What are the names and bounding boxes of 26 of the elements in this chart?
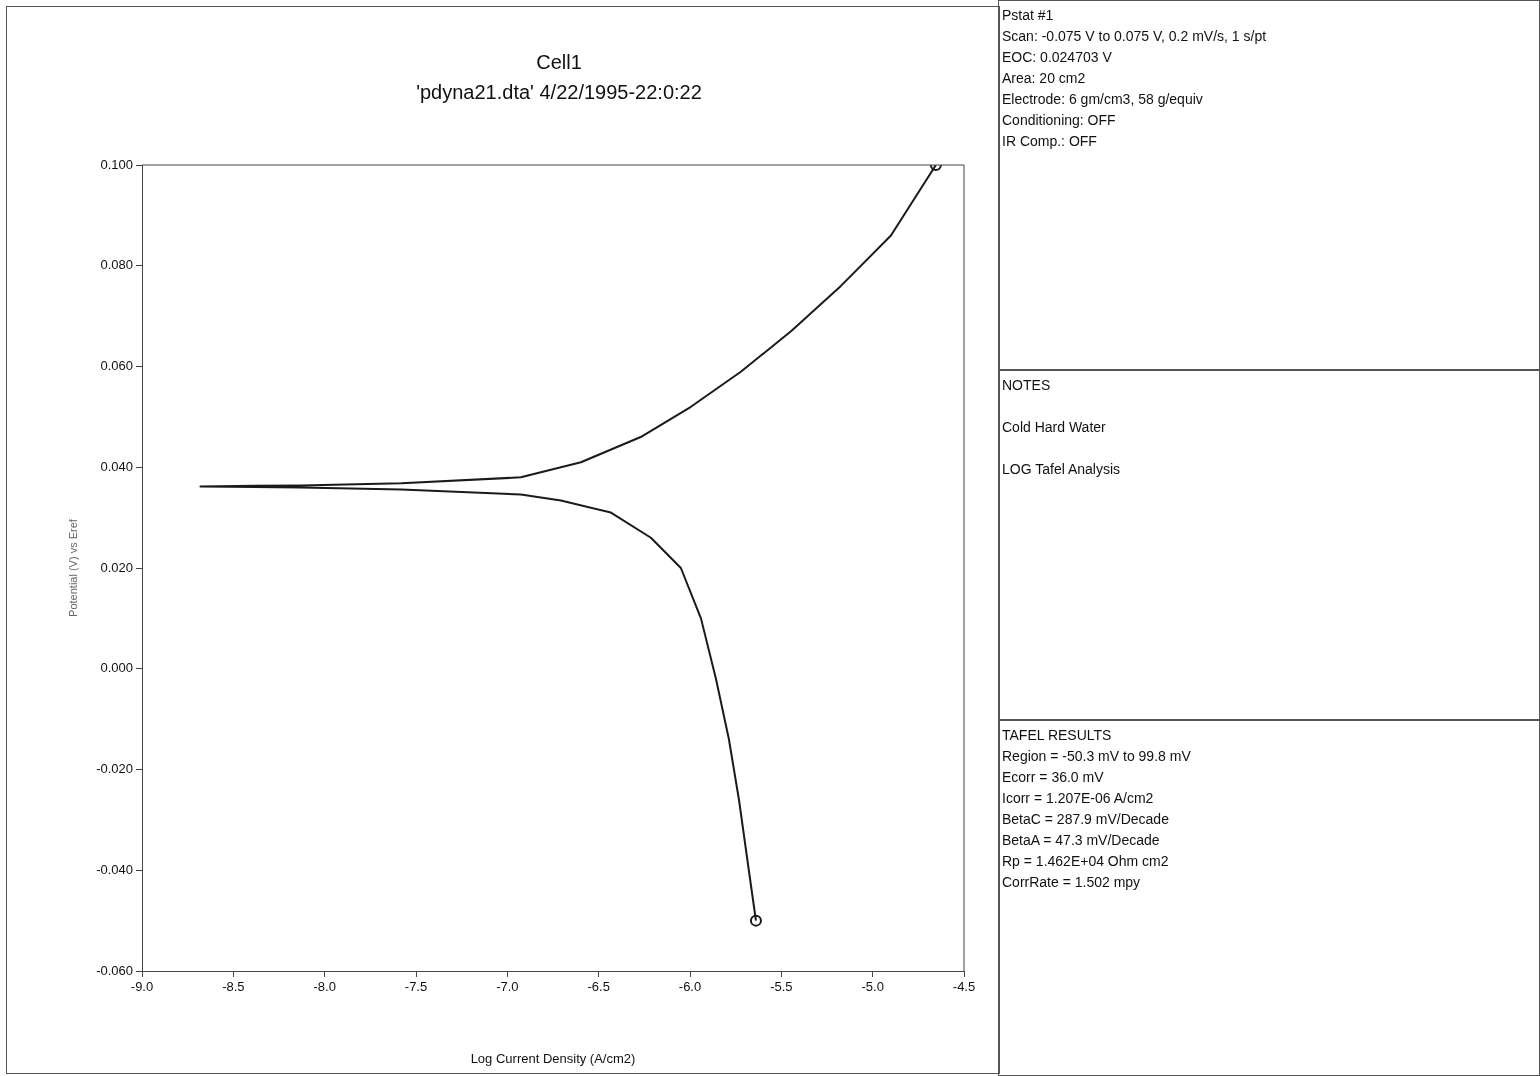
- x-axis-title: Log Current Density (A/cm2): [470, 1050, 636, 1066]
- text: NOTES Cold Hard Water LOG Tafel Analysis: [1002, 377, 1121, 477]
- y-tick-label: 0.060: [100, 358, 133, 374]
- y-tick-label: 0.100: [100, 156, 133, 172]
- x-tick-label: -9.0: [130, 979, 154, 995]
- x-tick-label: -5.0: [861, 979, 884, 995]
- x-tick-label: -4.5: [952, 979, 976, 995]
- x-tick-label: -7.0: [496, 979, 519, 995]
- y-tick-label: 0.020: [100, 559, 133, 575]
- x-tick-label: -6.5: [587, 979, 610, 995]
- text: TAFEL RESULTS Region = -50.3 mV to 99.8 mV Ecorr = 36.0 mV Icorr = 1.207E-06 A/cm2 BetaC = 287.9 mV/Decade BetaA = 47.3 mV/Decade Rp = 1.462E+04 Ohm cm2 CorrRate = 1.502 mpy: [998, 720, 1540, 1076]
- x-tick-label: -8.0: [313, 979, 336, 995]
- y-tick-label: -0.040: [96, 861, 133, 877]
- x-tick-label: -7.5: [404, 979, 428, 995]
- chart-subtitle: 'pdyna21.dta' 4/22/1995-22:0:22: [415, 80, 703, 105]
- y-tick-label: -0.060: [96, 962, 133, 978]
- y-tick-label: -0.020: [96, 761, 133, 777]
- x-tick-label: -6.0: [678, 979, 702, 995]
- y-tick-label: 0.080: [100, 257, 133, 273]
- y-axis-title: Potential (V) vs Eref: [66, 518, 79, 617]
- y-tick-label: 0.000: [100, 660, 133, 676]
- text: Pstat #1 Scan: -0.075 V to 0.075 V, 0.2 mV/s, 1 s/pt EOC: 0.024703 V Area: 20 cm2 Electrode: 6 gm/cm3, 58 g/equiv Conditioning: OFF IR Comp.: OFF: [998, 0, 1540, 370]
- y-tick-label: 0.040: [100, 458, 133, 474]
- x-tick-label: -5.5: [770, 979, 793, 995]
- chart-title: Cell1: [535, 50, 583, 75]
- x-tick-label: -8.5: [222, 979, 245, 995]
